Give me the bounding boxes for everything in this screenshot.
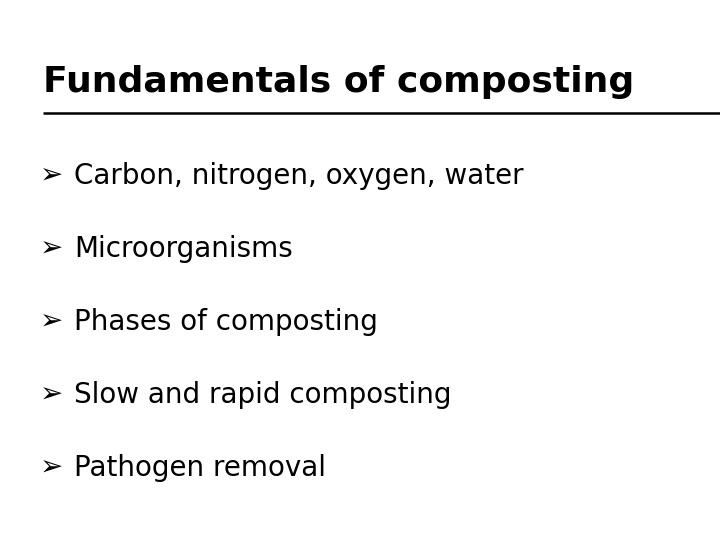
Text: ➢: ➢ bbox=[40, 308, 63, 336]
Text: Fundamentals of composting: Fundamentals of composting bbox=[43, 65, 634, 99]
Text: Slow and rapid composting: Slow and rapid composting bbox=[74, 381, 451, 409]
Text: ➢: ➢ bbox=[40, 235, 63, 263]
Text: ➢: ➢ bbox=[40, 381, 63, 409]
Text: Microorganisms: Microorganisms bbox=[74, 235, 293, 263]
Text: Carbon, nitrogen, oxygen, water: Carbon, nitrogen, oxygen, water bbox=[74, 162, 523, 190]
Text: Phases of composting: Phases of composting bbox=[74, 308, 378, 336]
Text: Pathogen removal: Pathogen removal bbox=[74, 454, 326, 482]
Text: ➢: ➢ bbox=[40, 454, 63, 482]
Text: ➢: ➢ bbox=[40, 162, 63, 190]
